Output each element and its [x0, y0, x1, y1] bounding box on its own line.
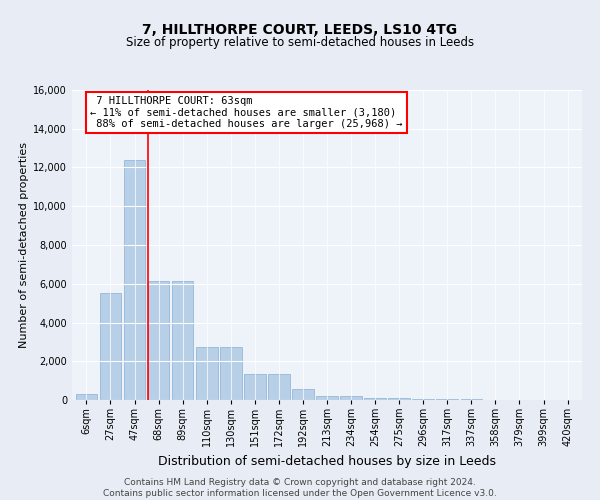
- X-axis label: Distribution of semi-detached houses by size in Leeds: Distribution of semi-detached houses by …: [158, 455, 496, 468]
- Bar: [220, 346, 242, 400]
- Bar: [244, 374, 266, 400]
- Text: 7 HILLTHORPE COURT: 63sqm
← 11% of semi-detached houses are smaller (3,180)
 88%: 7 HILLTHORPE COURT: 63sqm ← 11% of semi-…: [90, 96, 403, 129]
- Bar: [196, 346, 218, 400]
- Bar: [388, 398, 410, 400]
- Bar: [148, 281, 169, 400]
- Bar: [364, 398, 386, 400]
- Text: Contains HM Land Registry data © Crown copyright and database right 2024.
Contai: Contains HM Land Registry data © Crown c…: [103, 478, 497, 498]
- Bar: [124, 160, 145, 400]
- Bar: [340, 396, 362, 400]
- Bar: [76, 394, 97, 400]
- Bar: [292, 390, 314, 400]
- Bar: [100, 294, 121, 400]
- Text: 7, HILLTHORPE COURT, LEEDS, LS10 4TG: 7, HILLTHORPE COURT, LEEDS, LS10 4TG: [142, 22, 458, 36]
- Bar: [172, 281, 193, 400]
- Bar: [268, 374, 290, 400]
- Bar: [412, 399, 434, 400]
- Text: Size of property relative to semi-detached houses in Leeds: Size of property relative to semi-detach…: [126, 36, 474, 49]
- Bar: [316, 396, 338, 400]
- Y-axis label: Number of semi-detached properties: Number of semi-detached properties: [19, 142, 29, 348]
